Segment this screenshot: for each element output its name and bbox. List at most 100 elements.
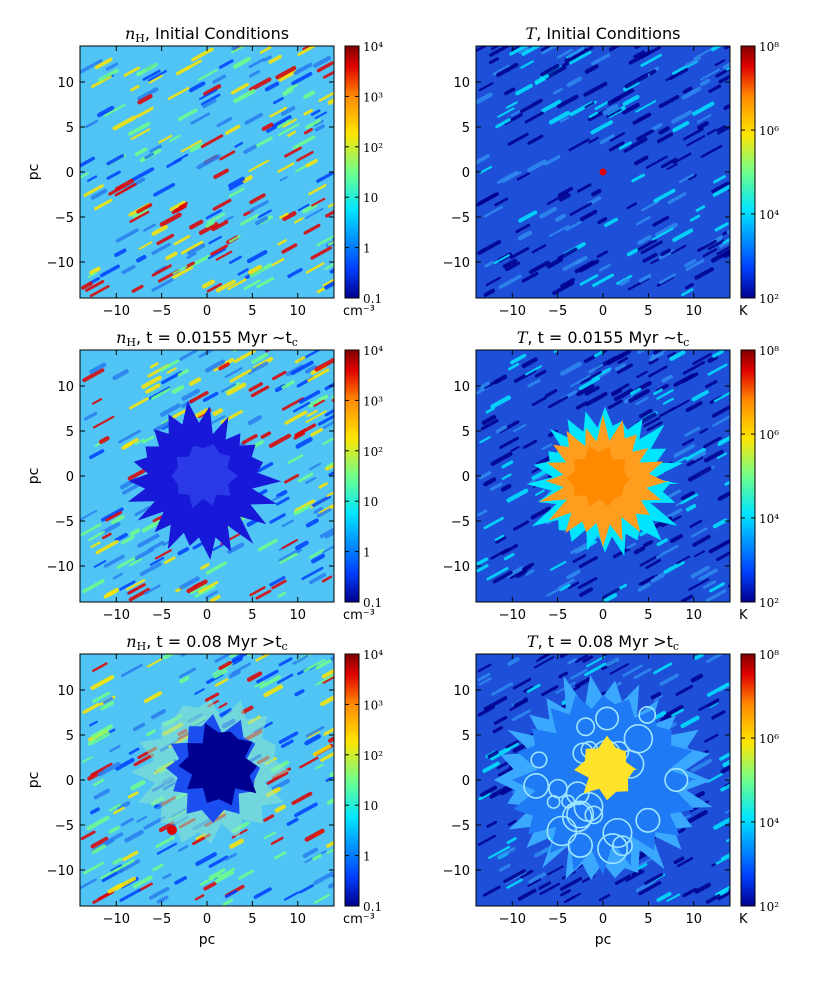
texture-streak [248, 58, 265, 69]
texture-streak [80, 523, 102, 536]
texture-streak [283, 891, 300, 901]
texture-streak [248, 159, 270, 173]
texture-streak [313, 871, 334, 885]
texture-streak [271, 258, 285, 267]
x-tick-label: −5 [548, 608, 567, 623]
texture-streak [606, 108, 622, 118]
texture-streak [633, 50, 645, 59]
texture-streak [120, 817, 134, 827]
texture-streak [516, 172, 530, 181]
texture-streak [214, 678, 229, 687]
texture-streak [720, 783, 730, 792]
texture-streak [293, 401, 311, 413]
texture-streak [682, 360, 706, 375]
texture-streak [246, 250, 268, 264]
texture-streak [149, 144, 162, 153]
texture-streak [477, 192, 499, 206]
x-tick-label: −5 [152, 912, 171, 927]
texture-streak [280, 106, 296, 116]
texture-streak [694, 882, 712, 894]
x-tick-label: 10 [685, 304, 702, 319]
texture-streak [278, 547, 303, 563]
texture-streak [302, 847, 319, 858]
texture-streak [200, 134, 224, 149]
texture-streak [485, 276, 501, 287]
texture-streak [310, 428, 324, 437]
texture-streak [637, 582, 651, 592]
texture-streak [131, 167, 155, 182]
texture-streak [191, 47, 214, 62]
shell-filament [566, 800, 595, 829]
panel-5: nH, t = 0.08 Myr >tc −10 −5 0 5 10 10 5 0 −5 −10 pc… [26, 632, 383, 948]
texture-streak [705, 380, 718, 389]
texture-streak [253, 136, 273, 149]
texture-streak [190, 112, 211, 125]
texture-streak [633, 667, 652, 680]
texture-streak [241, 434, 258, 445]
texture-streak [272, 370, 287, 381]
texture-streak [559, 583, 571, 592]
texture-streak [653, 695, 663, 701]
y-tick-label: 10 [57, 76, 74, 91]
texture-streak [249, 193, 266, 205]
texture-streak [494, 197, 509, 207]
texture-streak [692, 101, 715, 116]
texture-streak [706, 128, 717, 136]
texture-streak [684, 426, 701, 437]
texture-streak [291, 71, 313, 86]
texture-streak [535, 489, 545, 496]
texture-streak [239, 213, 259, 226]
texture-streak [177, 368, 190, 377]
texture-streak [294, 423, 317, 437]
texture-streak [574, 654, 589, 663]
texture-streak [127, 583, 146, 595]
texture-streak [626, 542, 637, 550]
texture-streak [281, 243, 298, 254]
x-tick-label: 0 [599, 608, 607, 623]
texture-streak [716, 889, 730, 901]
y-tick-label: 5 [462, 121, 470, 136]
texture-streak [190, 583, 207, 595]
texture-streak [108, 803, 121, 812]
texture-streak [720, 764, 730, 774]
texture-streak [194, 688, 205, 695]
texture-streak [307, 368, 330, 382]
texture-streak [271, 579, 287, 590]
texture-streak [672, 121, 690, 133]
x-tick-label: 5 [248, 304, 256, 319]
y-tick-label: 5 [66, 729, 74, 744]
texture-streak [640, 46, 662, 59]
texture-streak [242, 175, 253, 184]
texture-streak [490, 451, 513, 466]
texture-streak [215, 250, 233, 261]
texture-streak [680, 490, 695, 501]
y-tick-label: 10 [57, 380, 74, 395]
texture-streak [327, 97, 334, 105]
texture-streak [237, 268, 249, 276]
texture-streak [648, 351, 664, 362]
texture-streak [596, 250, 608, 258]
texture-streak [310, 109, 321, 116]
panel-2: T, Initial Conditions −10 −5 0 5 10 10 5 0 −5 −10 1… [443, 24, 780, 319]
texture-streak [677, 857, 694, 868]
texture-streak [611, 389, 622, 397]
texture-streak [198, 580, 219, 594]
texture-streak [195, 852, 217, 867]
texture-streak [483, 885, 501, 897]
texture-streak [637, 350, 647, 355]
texture-streak [295, 540, 309, 551]
texture-streak [722, 759, 730, 768]
texture-streak [105, 587, 120, 598]
texture-streak [315, 659, 332, 670]
texture-streak [153, 182, 176, 197]
texture-streak [566, 76, 583, 88]
texture-streak [169, 134, 181, 143]
texture-streak [685, 401, 703, 413]
texture-streak [224, 852, 237, 861]
texture-streak [597, 217, 608, 225]
texture-streak [501, 544, 519, 555]
texture-streak [312, 495, 331, 507]
texture-streak [80, 830, 96, 841]
texture-streak [570, 668, 588, 680]
texture-streak [725, 837, 730, 843]
